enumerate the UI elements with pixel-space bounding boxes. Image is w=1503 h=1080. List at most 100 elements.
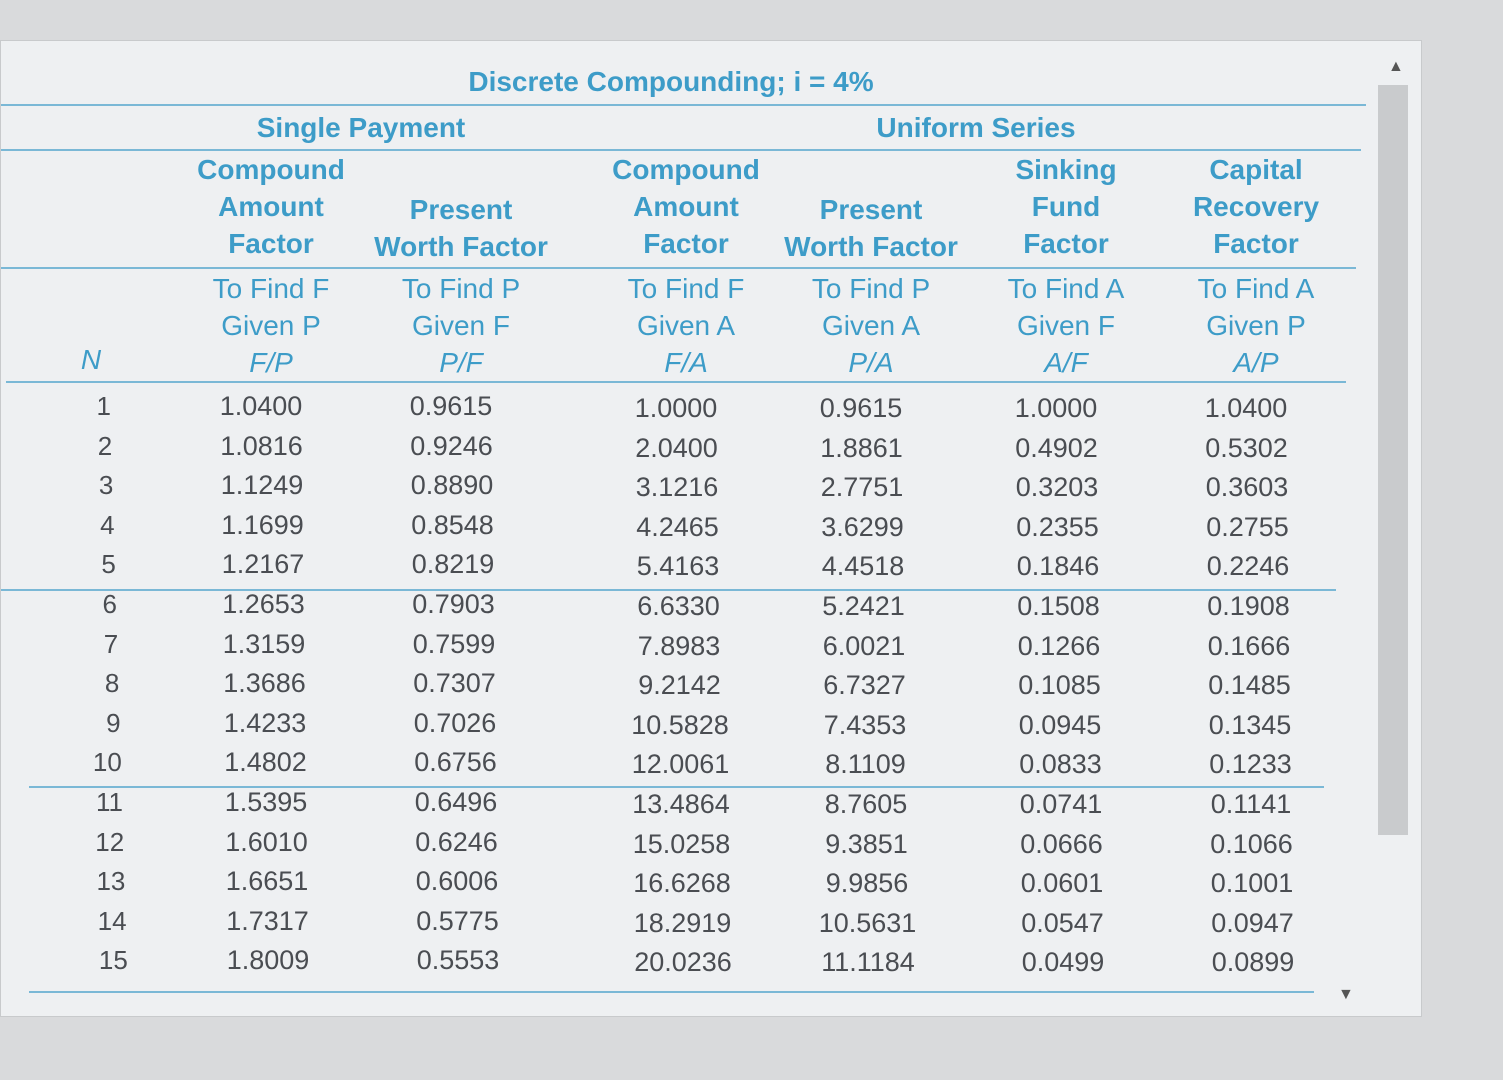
column-name-line: Fund: [1031, 191, 1101, 222]
table-cell: 1.4233: [223, 707, 307, 738]
column-find-line: To Find P: [811, 273, 931, 304]
scroll-up-icon[interactable]: ▲: [1388, 58, 1404, 75]
row-n: 9: [106, 707, 121, 738]
row-n: 6: [102, 589, 117, 619]
column-name-line: Compound: [612, 154, 760, 185]
column-symbol: A/F: [1044, 347, 1088, 378]
table-cell: 0.0499: [1021, 947, 1105, 978]
scroll-down-icon[interactable]: ▼: [1338, 986, 1354, 1003]
table-cell: 1.2653: [222, 589, 305, 619]
table-cell: 1.0400: [219, 391, 303, 421]
table-cell: 1.1249: [220, 470, 304, 501]
column-name-line: Factor: [228, 228, 314, 259]
column-find-line: Given A: [636, 310, 736, 341]
table-cell: 18.2919: [633, 907, 732, 938]
column-name-line: Recovery: [1192, 191, 1320, 222]
divider: [1, 267, 1356, 269]
column-name-line: Amount: [633, 191, 739, 222]
table-cell: 1.0400: [1204, 393, 1288, 423]
column-name-line: Capital: [1209, 154, 1303, 185]
table-cell: 5.4163: [636, 551, 720, 582]
table-cell: 0.4902: [1015, 432, 1098, 463]
table-cell: 8.7605: [824, 789, 908, 819]
column-name-line: Factor: [1023, 228, 1109, 259]
table-cell: 1.6010: [225, 826, 308, 857]
column-find-line: To Find A: [1007, 273, 1125, 304]
column-find-line: Given F: [411, 310, 511, 341]
table-cell: 0.6006: [415, 866, 499, 897]
table-cell: 0.1001: [1210, 868, 1294, 899]
row-n: 3: [98, 470, 114, 501]
column-symbol: F/A: [664, 347, 708, 378]
table-cell: 3.6299: [821, 511, 904, 542]
table-cell: 0.1345: [1208, 709, 1292, 740]
column-name-line: Present: [819, 194, 923, 225]
table-cell: 0.1485: [1208, 670, 1291, 701]
table-cell: 1.0000: [1014, 393, 1098, 423]
column-symbol: A/P: [1233, 347, 1279, 378]
row-n: 8: [104, 668, 120, 699]
table-cell: 1.8861: [820, 432, 903, 463]
table-cell: 1.4802: [224, 747, 307, 778]
column-symbol: P/F: [439, 347, 483, 378]
column-name-line: Worth Factor: [784, 231, 958, 262]
table-cell: 5.2421: [822, 591, 905, 621]
column-name-line: Present: [409, 194, 513, 225]
divider: [1, 104, 1366, 106]
table-cell: 0.1846: [1016, 551, 1100, 582]
table-cell: 6.6330: [637, 591, 720, 621]
table-cell: 0.5302: [1205, 432, 1288, 463]
table-cell: 1.8009: [226, 945, 310, 976]
table-cell: 7.8983: [637, 630, 721, 661]
table-cell: 0.7599: [412, 628, 496, 659]
table-cell: 0.1908: [1207, 591, 1290, 621]
table-cell: 1.7317: [226, 905, 309, 936]
table-cell: 0.9246: [410, 430, 493, 461]
table-cell: 2.0400: [635, 432, 718, 463]
group-single-payment: Single Payment: [256, 112, 466, 143]
column-name-line: Worth Factor: [374, 231, 548, 262]
table-cell: 13.4864: [632, 789, 730, 819]
table-cell: 9.2142: [638, 670, 721, 701]
row-n: 1: [96, 391, 111, 421]
column-find-line: To Find P: [401, 273, 521, 304]
table-cell: 0.5553: [416, 945, 500, 976]
table-cell: 0.0601: [1020, 868, 1104, 899]
table-cell: 0.2246: [1206, 551, 1290, 582]
table-cell: 16.6268: [633, 868, 731, 899]
column-find-line: To Find F: [627, 273, 745, 304]
column-find-line: Given P: [221, 310, 321, 341]
divider: [6, 381, 1346, 383]
table-cell: 0.1266: [1017, 630, 1101, 661]
table-cell: 7.4353: [823, 709, 907, 740]
table-cell: 0.1141: [1210, 789, 1292, 819]
row-n: 4: [100, 509, 115, 540]
table-cell: 0.0899: [1211, 947, 1295, 978]
n-header: N: [80, 344, 102, 375]
column-find-line: To Find A: [1197, 273, 1315, 304]
table-cell: 20.0236: [634, 947, 732, 978]
divider: [29, 991, 1314, 993]
table-cell: 1.1699: [221, 509, 304, 540]
table-cell: 15.0258: [632, 828, 731, 859]
table-cell: 0.5775: [416, 905, 499, 936]
row-n: 2: [97, 430, 113, 461]
row-n: 15: [98, 945, 128, 976]
table-cell: 11.1184: [821, 947, 915, 978]
table-cell: 0.8890: [410, 470, 494, 501]
table-cell: 0.0947: [1211, 907, 1294, 938]
column-find-line: Given F: [1016, 310, 1116, 341]
table-cell: 1.0000: [634, 393, 718, 423]
table-cell: 1.3159: [222, 628, 306, 659]
column-name-line: Amount: [218, 191, 324, 222]
table-cell: 0.0741: [1019, 789, 1103, 819]
table-cell: 0.1666: [1207, 630, 1291, 661]
table-cell: 0.6496: [414, 787, 498, 817]
table-cell: 2.7751: [820, 472, 904, 503]
column-find-line: To Find F: [212, 273, 330, 304]
table-cell: 12.0061: [631, 749, 730, 780]
table-cell: 0.2355: [1016, 511, 1099, 542]
table-cell: 0.9615: [819, 393, 903, 423]
vertical-scrollbar[interactable]: [1378, 85, 1408, 835]
column-find-line: Given A: [821, 310, 921, 341]
